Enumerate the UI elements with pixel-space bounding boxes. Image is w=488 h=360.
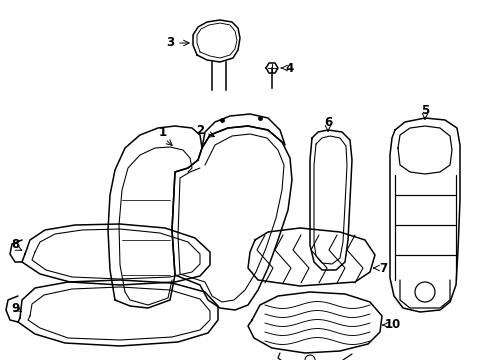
Text: 2: 2 xyxy=(196,123,203,136)
Text: 6: 6 xyxy=(323,116,331,129)
Text: 1: 1 xyxy=(159,126,167,139)
Text: 4: 4 xyxy=(285,62,293,75)
Text: 8: 8 xyxy=(11,238,19,252)
Text: 10: 10 xyxy=(384,319,400,332)
Text: 7: 7 xyxy=(378,261,386,274)
Text: 3: 3 xyxy=(165,36,174,49)
Text: 9: 9 xyxy=(11,302,19,315)
Text: 5: 5 xyxy=(420,104,428,117)
